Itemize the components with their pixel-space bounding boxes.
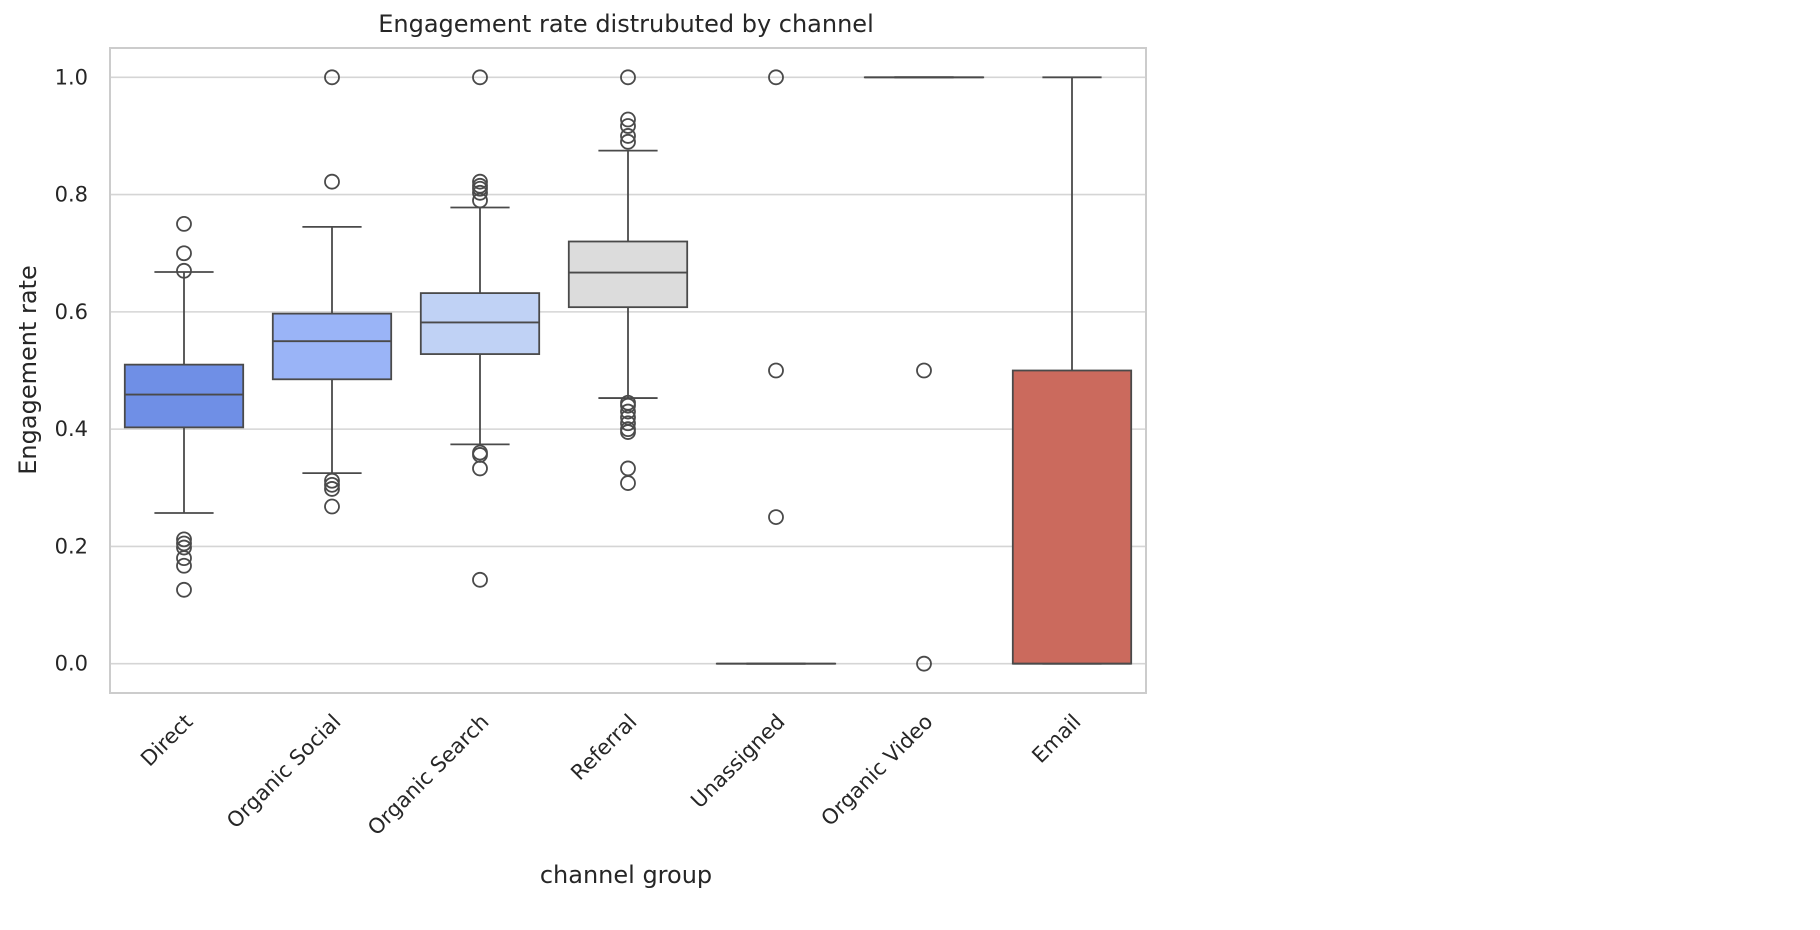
outlier-point xyxy=(325,175,339,189)
box-body xyxy=(421,293,539,354)
outlier-point xyxy=(769,364,783,378)
x-tick-label: Email xyxy=(1027,710,1085,768)
box-group xyxy=(717,70,835,663)
y-tick-label: 0.8 xyxy=(55,183,88,207)
y-tick-label: 0.2 xyxy=(55,534,88,558)
outlier-point xyxy=(325,500,339,514)
x-tick-label: Referral xyxy=(566,710,641,785)
box-group xyxy=(1013,77,1131,663)
box-body xyxy=(1013,371,1131,664)
x-tick-label: Organic Video xyxy=(816,710,937,831)
box-body xyxy=(273,314,391,380)
outlier-point xyxy=(177,583,191,597)
y-tick-label: 1.0 xyxy=(55,65,88,89)
x-tick-label: Unassigned xyxy=(686,710,789,813)
box-body xyxy=(125,365,243,428)
box-layer xyxy=(125,70,1131,670)
y-axis-label: Engagement rate xyxy=(14,265,42,474)
x-tick-label: Organic Search xyxy=(363,710,493,840)
y-tick-label: 0.0 xyxy=(55,652,88,676)
box-group xyxy=(865,77,983,670)
y-tick-label: 0.4 xyxy=(55,417,88,441)
x-axis-label: channel group xyxy=(540,861,712,889)
chart-title: Engagement rate distrubuted by channel xyxy=(378,10,874,38)
outlier-point xyxy=(769,510,783,524)
box-body xyxy=(569,242,687,308)
outlier-point xyxy=(917,364,931,378)
x-tick-label: Organic Social xyxy=(222,710,345,833)
x-tick-label: Direct xyxy=(136,710,197,771)
outlier-point xyxy=(473,573,487,587)
box-group xyxy=(125,217,243,597)
outlier-point xyxy=(177,246,191,260)
box-group xyxy=(273,70,391,513)
y-tick-label: 0.6 xyxy=(55,300,88,324)
box-group xyxy=(569,70,687,490)
outlier-point xyxy=(473,461,487,475)
box-group xyxy=(421,70,539,587)
outlier-point xyxy=(177,217,191,231)
outlier-point xyxy=(621,461,635,475)
tick-layer: 0.0 0.2 0.4 0.6 0.8 1.0 xyxy=(55,65,88,675)
outlier-point xyxy=(621,476,635,490)
